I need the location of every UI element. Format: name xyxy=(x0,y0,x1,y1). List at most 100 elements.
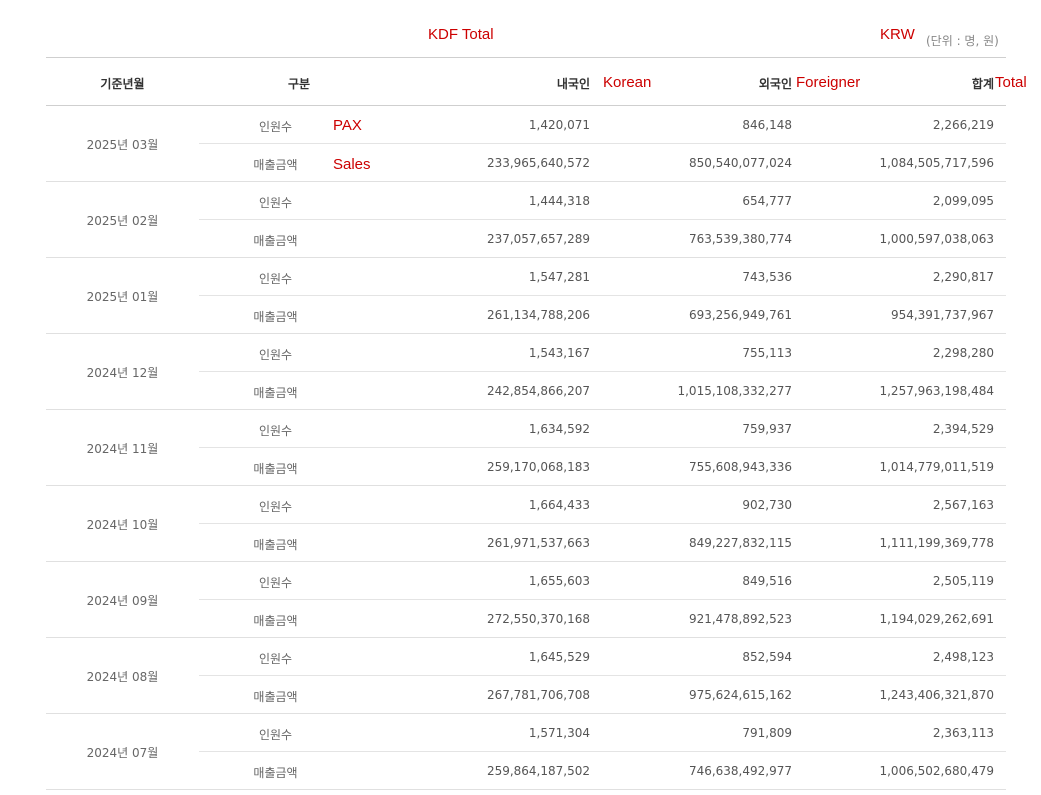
row-divider xyxy=(199,751,1006,752)
sales-total-value: 1,000,597,038,063 xyxy=(879,232,994,246)
month-cell: 2024년 07월 xyxy=(86,746,159,760)
pax-foreigner-value: 852,594 xyxy=(742,650,792,664)
sales-total-value: 1,006,502,680,479 xyxy=(879,764,994,778)
group-divider xyxy=(46,561,1006,562)
table-top-border xyxy=(46,57,1006,58)
header-foreigner: 외국인 xyxy=(758,77,792,91)
sales-foreigner-value: 921,478,892,523 xyxy=(688,612,792,626)
sales-label: 매출금액 xyxy=(253,766,298,780)
month-cell: 2024년 08월 xyxy=(86,670,159,684)
group-divider xyxy=(46,485,1006,486)
pax-total-value: 2,567,163 xyxy=(932,498,994,512)
sales-label: 매출금액 xyxy=(253,386,298,400)
pax-total-value: 2,394,529 xyxy=(932,422,994,436)
row-divider xyxy=(199,219,1006,220)
sales-foreigner-value: 755,608,943,336 xyxy=(688,460,792,474)
header-total: 합계 xyxy=(971,77,994,91)
sales-label: 매출금액 xyxy=(253,234,298,248)
sales-korean-value: 242,854,866,207 xyxy=(486,384,590,398)
kdf-total-annotation: KDF Total xyxy=(428,26,494,43)
sales-korean-value: 259,170,068,183 xyxy=(486,460,590,474)
pax-label: 인원수 xyxy=(258,576,293,590)
pax-total-value: 2,290,817 xyxy=(932,270,994,284)
sales-total-value: 1,084,505,717,596 xyxy=(879,156,994,170)
pax-label: 인원수 xyxy=(258,120,293,134)
sales-foreigner-value: 1,015,108,332,277 xyxy=(677,384,792,398)
pax-foreigner-value: 846,148 xyxy=(742,118,792,132)
group-divider xyxy=(46,713,1006,714)
total-annotation: Total xyxy=(995,74,1027,91)
row-divider xyxy=(199,295,1006,296)
pax-total-value: 2,298,280 xyxy=(932,346,994,360)
pax-annotation: PAX xyxy=(333,117,362,134)
sales-korean-value: 237,057,657,289 xyxy=(486,232,590,246)
month-cell: 2024년 09월 xyxy=(86,594,159,608)
row-divider xyxy=(199,599,1006,600)
pax-total-value: 2,363,113 xyxy=(932,726,994,740)
group-divider xyxy=(46,181,1006,182)
header-bottom-border xyxy=(46,105,1006,106)
month-cell: 2024년 10월 xyxy=(86,518,159,532)
pax-foreigner-value: 654,777 xyxy=(742,194,792,208)
pax-label: 인원수 xyxy=(258,728,293,742)
group-divider xyxy=(46,789,1006,790)
sales-label: 매출금액 xyxy=(253,462,298,476)
month-cell: 2025년 01월 xyxy=(86,290,159,304)
sales-korean-value: 261,134,788,206 xyxy=(486,308,590,322)
sales-total-value: 954,391,737,967 xyxy=(890,308,994,322)
pax-total-value: 2,498,123 xyxy=(932,650,994,664)
pax-korean-value: 1,444,318 xyxy=(528,194,590,208)
pax-korean-value: 1,571,304 xyxy=(528,726,590,740)
sales-foreigner-value: 763,539,380,774 xyxy=(688,232,792,246)
pax-label: 인원수 xyxy=(258,196,293,210)
pax-label: 인원수 xyxy=(258,424,293,438)
group-divider xyxy=(46,333,1006,334)
header-month: 기준년월 xyxy=(100,77,145,91)
sales-label: 매출금액 xyxy=(253,538,298,552)
sales-total-value: 1,111,199,369,778 xyxy=(879,536,994,550)
header-category: 구분 xyxy=(287,77,311,91)
pax-foreigner-value: 849,516 xyxy=(742,574,792,588)
row-divider xyxy=(199,523,1006,524)
pax-korean-value: 1,543,167 xyxy=(528,346,590,360)
month-cell: 2025년 03월 xyxy=(86,138,159,152)
sales-korean-value: 267,781,706,708 xyxy=(486,688,590,702)
pax-foreigner-value: 743,536 xyxy=(742,270,792,284)
pax-total-value: 2,266,219 xyxy=(932,118,994,132)
pax-foreigner-value: 759,937 xyxy=(742,422,792,436)
sales-korean-value: 272,550,370,168 xyxy=(486,612,590,626)
pax-korean-value: 1,655,603 xyxy=(528,574,590,588)
sales-label: 매출금액 xyxy=(253,310,298,324)
sales-korean-value: 259,864,187,502 xyxy=(486,764,590,778)
month-cell: 2024년 12월 xyxy=(86,366,159,380)
group-divider xyxy=(46,637,1006,638)
pax-label: 인원수 xyxy=(258,272,293,286)
sales-total-value: 1,014,779,011,519 xyxy=(879,460,994,474)
sales-korean-value: 233,965,640,572 xyxy=(486,156,590,170)
header-korean: 내국인 xyxy=(556,77,590,91)
sales-korean-value: 261,971,537,663 xyxy=(486,536,590,550)
sales-foreigner-value: 849,227,832,115 xyxy=(688,536,792,550)
row-divider xyxy=(199,447,1006,448)
sales-label: 매출금액 xyxy=(253,614,298,628)
row-divider xyxy=(199,675,1006,676)
krw-annotation: KRW xyxy=(880,26,915,43)
sales-total-value: 1,243,406,321,870 xyxy=(879,688,994,702)
sales-foreigner-value: 746,638,492,977 xyxy=(688,764,792,778)
pax-total-value: 2,505,119 xyxy=(932,574,994,588)
pax-label: 인원수 xyxy=(258,652,293,666)
month-cell: 2025년 02월 xyxy=(86,214,159,228)
row-divider xyxy=(199,143,1006,144)
group-divider xyxy=(46,257,1006,258)
pax-foreigner-value: 755,113 xyxy=(742,346,792,360)
pax-korean-value: 1,547,281 xyxy=(528,270,590,284)
pax-total-value: 2,099,095 xyxy=(932,194,994,208)
pax-korean-value: 1,420,071 xyxy=(528,118,590,132)
korean-annotation: Korean xyxy=(603,74,652,91)
unit-note: (단위 : 명, 원) xyxy=(926,34,999,48)
group-divider xyxy=(46,409,1006,410)
pax-label: 인원수 xyxy=(258,500,293,514)
sales-label: 매출금액 xyxy=(253,690,298,704)
sales-foreigner-value: 975,624,615,162 xyxy=(688,688,792,702)
month-cell: 2024년 11월 xyxy=(86,442,159,456)
